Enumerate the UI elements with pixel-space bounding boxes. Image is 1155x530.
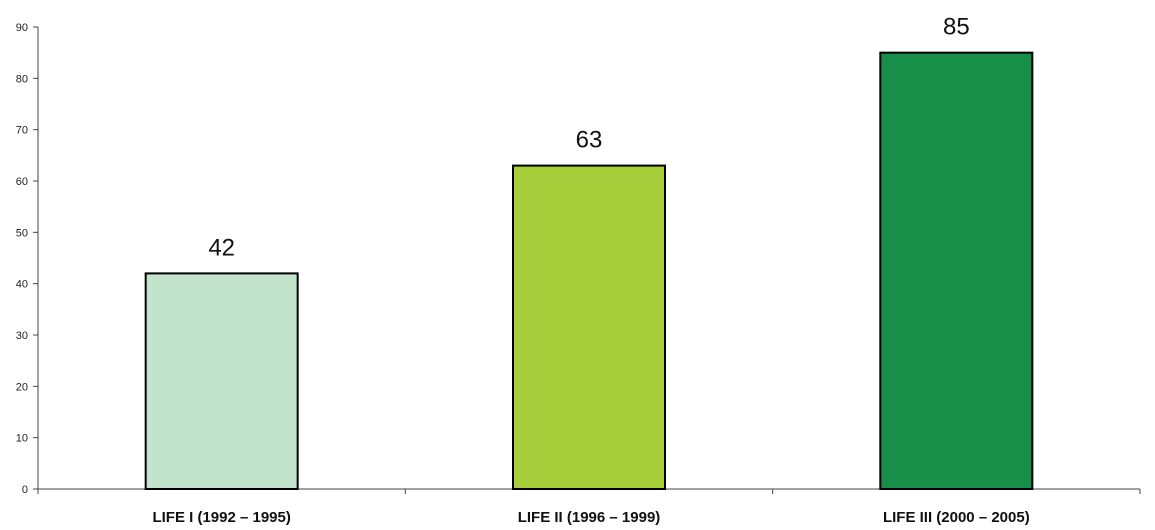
category-label: LIFE II (1996 – 1999): [518, 509, 661, 526]
data-labels: 42 63 85: [208, 14, 969, 262]
category-labels: LIFE I (1992 – 1995) LIFE II (1996 – 1999…: [152, 509, 1029, 526]
y-tick-label: 60: [16, 176, 28, 188]
y-tick-label: 90: [16, 22, 28, 34]
data-label: 85: [943, 14, 970, 41]
y-tick-label: 20: [16, 381, 28, 393]
y-tick-label: 10: [16, 433, 28, 445]
y-tick-label: 80: [16, 73, 28, 85]
y-tick-label: 40: [16, 279, 28, 291]
bars: [144, 51, 1034, 491]
category-label: LIFE III (2000 – 2005): [883, 509, 1030, 526]
bar: [144, 272, 299, 490]
y-tick-label: 30: [16, 330, 28, 342]
y-tick-label: 0: [22, 484, 28, 496]
data-label: 42: [208, 234, 235, 261]
y-tick-label: 50: [16, 227, 28, 239]
category-label: LIFE I (1992 – 1995): [152, 509, 290, 526]
data-label: 63: [576, 127, 603, 154]
y-tick-label: 70: [16, 125, 28, 137]
bar: [512, 164, 666, 490]
y-axis: 0 10 20 30 40 50 60 70 80 90: [16, 22, 39, 496]
bar: [879, 51, 1034, 491]
